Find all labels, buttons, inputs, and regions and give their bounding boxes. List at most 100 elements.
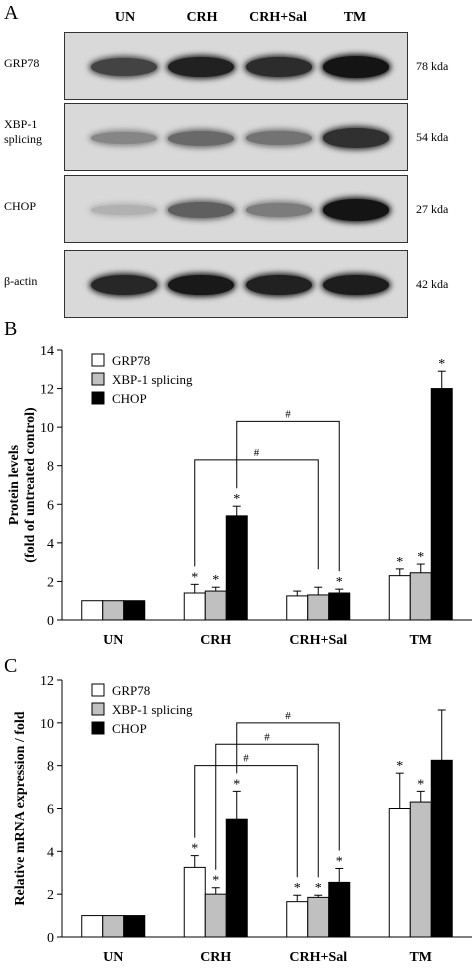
significance-bracket [194, 459, 319, 570]
blot-label-3: β-actin [4, 274, 38, 288]
y-tick-label: 6 [47, 803, 54, 818]
legend-label: XBP-1 splicing [112, 702, 193, 717]
x-tick-label: CRH+Sal [289, 950, 347, 965]
bar [388, 575, 411, 621]
blot-band [246, 274, 312, 296]
bracket-label: # [254, 447, 260, 459]
legend-swatch [91, 702, 105, 716]
blot-label-2: CHOP [4, 199, 37, 213]
y-tick-label: 12 [40, 383, 54, 398]
blot-band [246, 57, 312, 77]
bracket-label: # [264, 731, 270, 743]
y-tick-label: 6 [47, 498, 54, 513]
blot-band [91, 58, 157, 76]
significance-star: * [417, 777, 424, 792]
y-tick-label: 4 [47, 537, 54, 552]
legend-label: XBP-1 splicing [112, 372, 193, 387]
y-tick-label: 8 [47, 760, 54, 775]
blot-size-1: 54 kda [416, 130, 449, 144]
blot-band [323, 128, 389, 148]
blot-band [91, 275, 157, 295]
significance-star: * [438, 357, 445, 372]
y-tick-label: 14 [40, 344, 54, 359]
blot-label-1: XBP-1 splicing [4, 117, 42, 146]
bar [286, 901, 309, 938]
x-tick-label: UN [103, 633, 123, 648]
significance-bracket [236, 722, 340, 851]
legend-swatch [91, 372, 105, 386]
blot-size-2: 27 kda [416, 202, 449, 216]
bar [328, 592, 351, 621]
legend-swatch [91, 721, 105, 735]
legend-label: CHOP [112, 391, 147, 406]
blot-image-3 [64, 250, 408, 318]
legend-swatch [91, 353, 105, 367]
bar [204, 590, 227, 621]
lane-label-tm: TM [343, 10, 367, 25]
bar [183, 592, 206, 621]
panel-b-letter: B [4, 318, 18, 340]
significance-bracket [194, 765, 298, 878]
blot-size-3: 42 kda [416, 277, 449, 291]
y-axis-label: Relative mRNA expression / fold [13, 711, 28, 905]
blot-band [91, 205, 157, 215]
bracket-label: # [243, 753, 249, 765]
significance-bracket [215, 743, 319, 878]
bar [409, 801, 432, 938]
bar [225, 515, 248, 621]
blot-size-0: 78 kda [416, 59, 449, 73]
blot-band [246, 203, 312, 217]
bar [307, 594, 330, 621]
bar [388, 808, 411, 938]
significance-star: * [417, 550, 424, 565]
significance-star: * [336, 575, 343, 590]
bar [81, 600, 104, 621]
blot-band [168, 56, 234, 78]
bar [328, 881, 351, 938]
bar [81, 915, 104, 938]
x-tick-label: TM [409, 633, 432, 648]
lane-label-crh: CRH [186, 10, 218, 25]
blot-band [323, 274, 389, 296]
y-tick-label: 4 [47, 845, 54, 860]
y-tick-label: 10 [40, 421, 54, 436]
chart-b: 0 2 4 6 8 10 12 14 UN CRH CRH+Sal TM Protein levels(… [7, 344, 472, 648]
significance-star: * [396, 759, 403, 774]
y-tick-label: 2 [47, 888, 54, 903]
bar [430, 388, 453, 621]
legend-label: GRP78 [112, 683, 150, 698]
significance-star: * [191, 570, 198, 585]
significance-star: * [191, 842, 198, 857]
significance-bracket [236, 420, 340, 572]
y-tick-label: 0 [47, 614, 54, 629]
significance-star: * [294, 881, 301, 896]
y-tick-label: 10 [40, 717, 54, 732]
y-tick-label: 2 [47, 575, 54, 590]
bar [307, 896, 330, 938]
x-tick-label: CRH [200, 633, 231, 648]
blot-band [323, 199, 389, 221]
bar [123, 600, 146, 621]
significance-star: * [233, 777, 240, 792]
bar [123, 915, 146, 938]
blot-band [168, 274, 234, 296]
y-tick-label: 0 [47, 931, 54, 946]
x-tick-label: TM [409, 950, 432, 965]
bracket-label: # [285, 710, 291, 722]
bar [225, 818, 248, 938]
x-tick-label: UN [103, 950, 123, 965]
bar [102, 915, 125, 938]
significance-star: * [212, 874, 219, 889]
y-tick-label: 12 [40, 674, 54, 689]
bar [204, 893, 227, 938]
blot-band [91, 131, 157, 145]
bar [286, 595, 309, 621]
y-tick-label: 8 [47, 460, 54, 475]
legend-swatch [91, 391, 105, 405]
bracket-label: # [285, 408, 291, 420]
panel-a-letter: A [4, 2, 19, 24]
bar [102, 600, 125, 621]
x-tick-label: CRH+Sal [289, 633, 347, 648]
blot-image-1 [64, 103, 408, 171]
blot-image-2 [64, 175, 408, 243]
